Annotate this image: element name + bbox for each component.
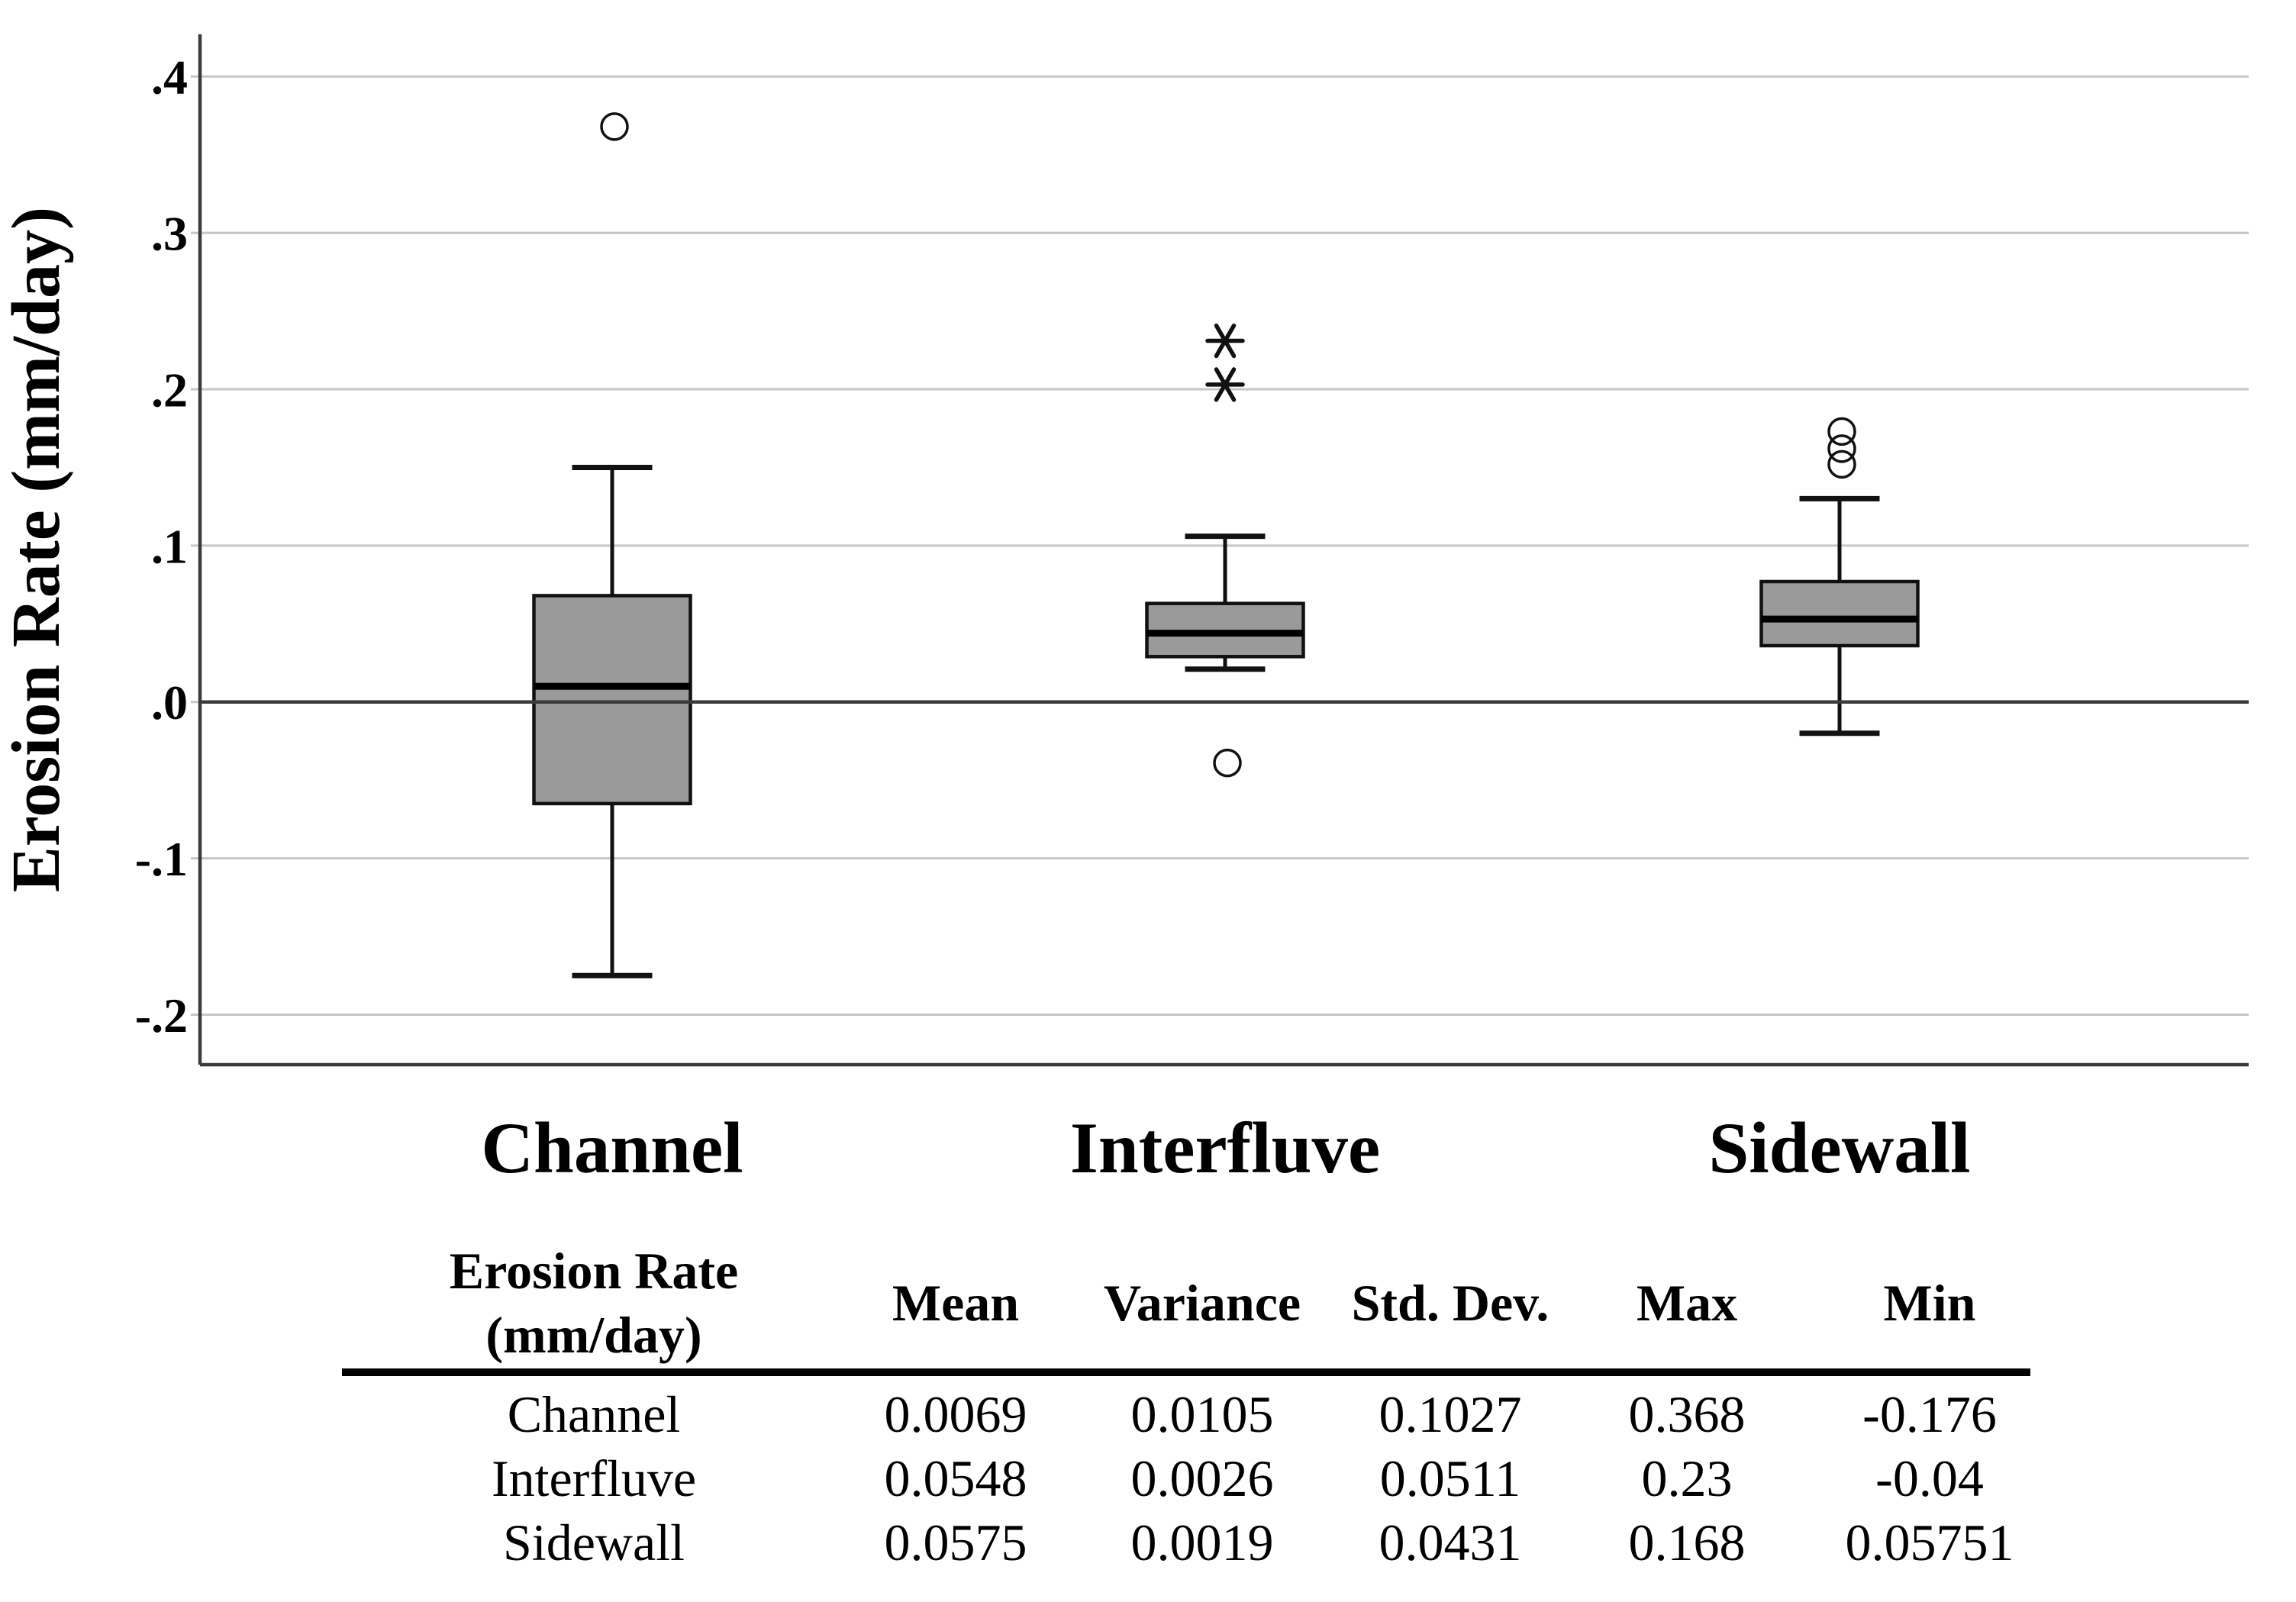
outlier-layer: [600, 112, 1856, 778]
table-column-header: Variance: [1104, 1274, 1301, 1332]
y-tick-label: .3: [151, 207, 188, 261]
table-cell-value: 0.23: [1642, 1449, 1733, 1507]
table-cell-value: 0.05751: [1846, 1513, 2014, 1571]
y-axis-title: Erosion Rate (mm/day): [0, 207, 74, 892]
table-cell-value: -0.176: [1862, 1385, 1997, 1443]
table-cell-value: 0.0575: [885, 1513, 1027, 1571]
table-cell-value: 0.368: [1629, 1385, 1746, 1443]
outlier-star-icon: [1205, 323, 1245, 359]
table-cell-value: 0.0026: [1131, 1449, 1274, 1507]
table-cell-value: 0.0069: [885, 1385, 1027, 1443]
stats-table: Erosion Rate (mm/day) Mean Variance Std. Dev…: [342, 1242, 2030, 1571]
outlier-circle-icon: [1213, 748, 1242, 778]
table-column-header: Max: [1637, 1274, 1737, 1332]
table-cell-value: 0.0105: [1131, 1385, 1274, 1443]
table-cell-value: 0.168: [1629, 1513, 1746, 1571]
table-cell-value: 0.0431: [1379, 1513, 1522, 1571]
table-cell-value: 0.1027: [1379, 1385, 1522, 1443]
table-row-label: Sidewall: [503, 1513, 685, 1571]
table-row-label: Interfluve: [492, 1449, 696, 1507]
outlier-circle-icon: [1827, 434, 1856, 463]
box-layer: [532, 464, 1920, 978]
table-row-label: Channel: [508, 1385, 681, 1443]
y-tick-label: -.2: [135, 988, 188, 1043]
table-cell-value: 0.0548: [885, 1449, 1027, 1507]
y-tick-label: .0: [151, 675, 188, 730]
outlier-circle-icon: [1827, 417, 1856, 446]
y-tick-label: .1: [151, 519, 188, 573]
star-arm: [1214, 367, 1237, 402]
axis-layer: [198, 34, 2249, 1067]
y-tick-label: .4: [151, 50, 188, 105]
y-tick-label: -.1: [135, 832, 188, 886]
outlier-circle-icon: [600, 112, 629, 141]
table-cell-value: 0.0019: [1131, 1513, 1274, 1571]
label-layer: Erosion Rate (mm/day) .4 .3 .2 .1 .0 -.1 -.2 Ch…: [0, 50, 1971, 1188]
table-column-header: Min: [1884, 1274, 1976, 1332]
outlier-circle-icon: [1827, 450, 1856, 479]
grid-layer: [191, 75, 2249, 1016]
iqr-box: [532, 594, 692, 806]
outlier-star-icon: [1205, 367, 1245, 402]
star-arm: [1214, 323, 1237, 359]
iqr-box: [1759, 579, 1920, 648]
y-tick-label: .2: [151, 363, 188, 417]
category-label: Sidewall: [1708, 1107, 1970, 1188]
table-cell-value: 0.0511: [1380, 1449, 1520, 1507]
category-label: Interfluve: [1070, 1107, 1380, 1188]
table-column-header: Std. Dev.: [1352, 1274, 1549, 1332]
table-column-header: Mean: [892, 1274, 1019, 1332]
category-label: Channel: [481, 1107, 743, 1188]
table-cell-value: -0.04: [1875, 1449, 1984, 1507]
table-row-header-line1: Erosion Rate: [450, 1242, 738, 1300]
table-row-header-line2: (mm/day): [485, 1306, 701, 1364]
